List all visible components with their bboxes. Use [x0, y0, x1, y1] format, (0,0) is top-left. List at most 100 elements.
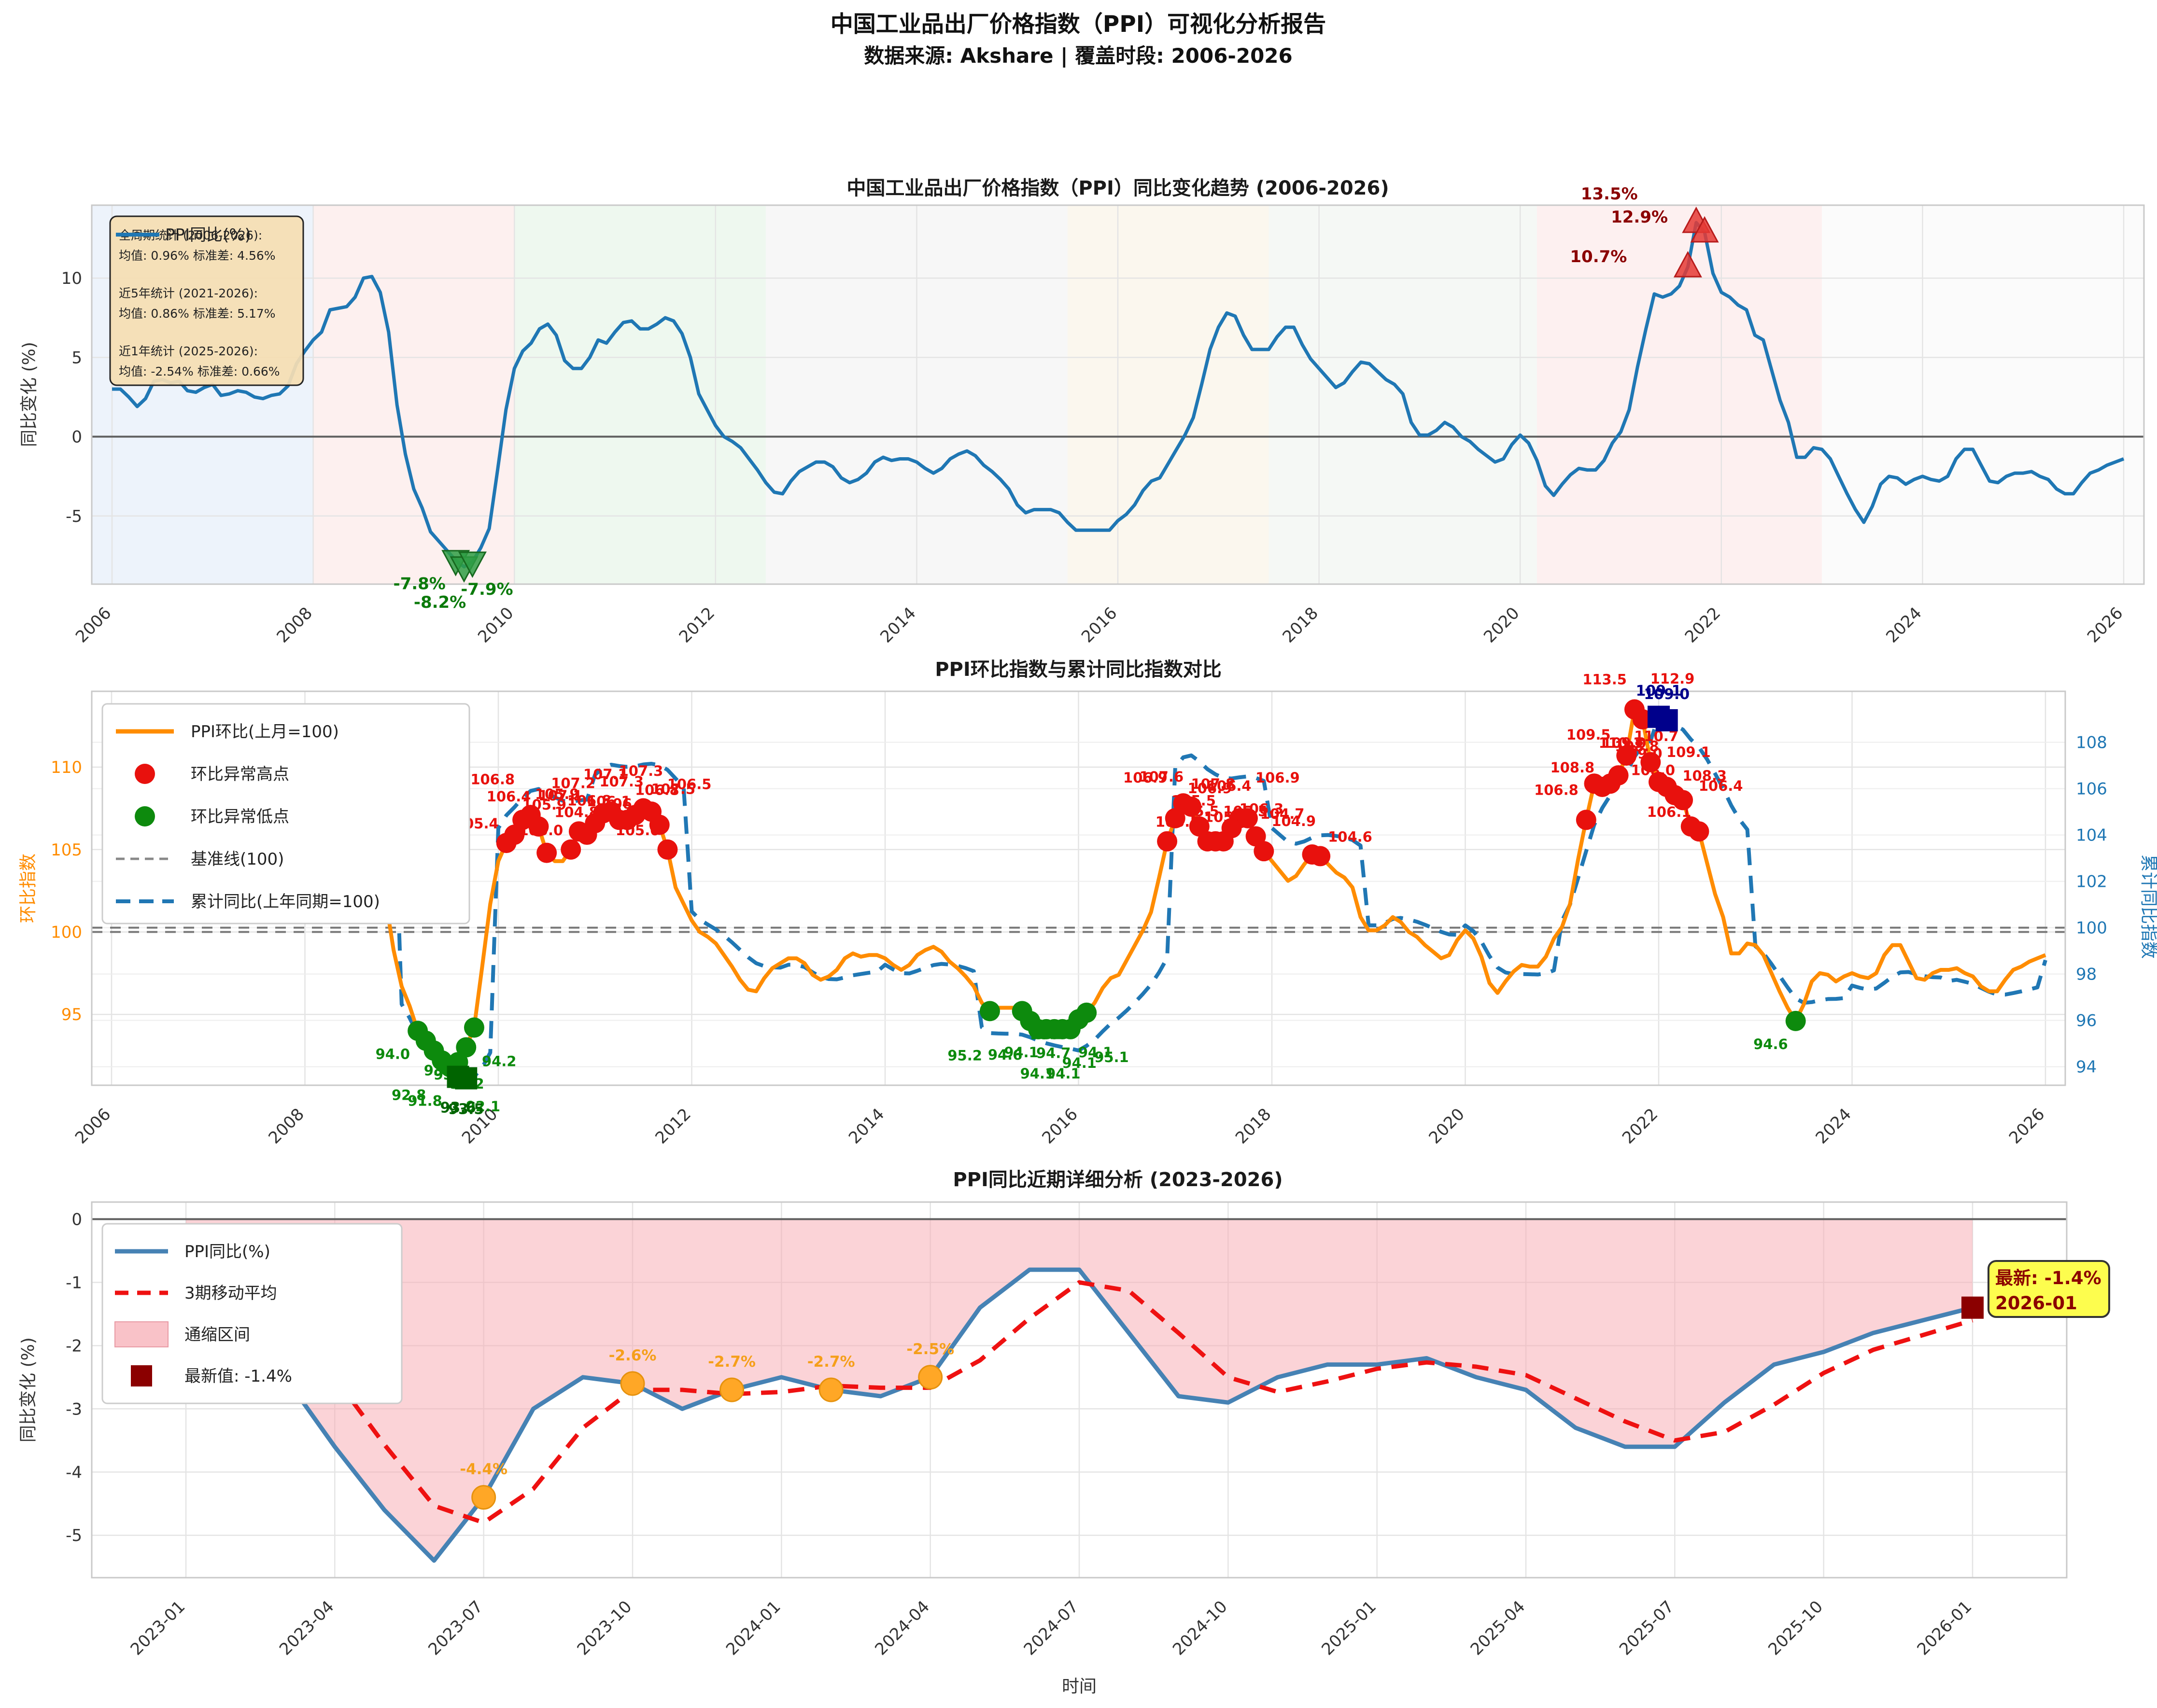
anomaly-low-label: 92.8 [392, 1087, 426, 1103]
anomaly-low-label: 94.1 [1004, 1044, 1039, 1061]
anomaly-high-dot [528, 816, 549, 837]
peak-marker-icon [1673, 251, 1702, 278]
x-tick-label: 2006 [72, 603, 115, 646]
latest-value-callout: 最新: -1.4% 2026-01 [1988, 1260, 2110, 1318]
x-tick-label: 2008 [265, 1105, 308, 1148]
background-band [514, 205, 766, 584]
anomaly-high-dot [1689, 821, 1709, 842]
anomaly-low-label: 94.0 [376, 1046, 410, 1062]
latest-box-line2: 2026-01 [1995, 1293, 2077, 1314]
legend-label-ma: 3期移动平均 [184, 1284, 277, 1303]
highlight-dot [620, 1371, 645, 1396]
anomaly-high-label: 109.5 [1566, 727, 1611, 743]
anomaly-high-label: 107.2 [551, 775, 595, 792]
anomaly-high-label: 105.5 [1156, 814, 1200, 830]
x-tick-label: 2006 [71, 1105, 114, 1148]
chart2-ylabel-right: 累计同比指数 [2139, 854, 2157, 959]
anomaly-low-label: 94.1 [1078, 1044, 1113, 1061]
x-tick-label: 2022 [1619, 1105, 1662, 1148]
anomaly-low-label: 94.1 [1046, 1065, 1081, 1082]
y-tick-label: -5 [66, 1526, 82, 1545]
x-tick-label: 2023-01 [127, 1597, 189, 1659]
x-tick-label: 2018 [1232, 1105, 1275, 1148]
anomaly-low-dot [1785, 1010, 1806, 1031]
anomaly-high-label: 106.1 [1647, 804, 1692, 820]
right-tick-label: 100 [2076, 919, 2107, 938]
latest-value-marker [1961, 1296, 1984, 1319]
stats-line: 均值: -2.54% 标准差: 0.66% [119, 364, 280, 378]
stats-line: 均值: 0.86% 标准差: 5.17% [119, 307, 276, 321]
anomaly-low-label: 94.1 [1062, 1055, 1097, 1071]
chart1-legend: PPI同比(%) [116, 225, 251, 245]
anomaly-high-label: 104.9 [1271, 813, 1316, 829]
highlight-label: -2.6% [609, 1347, 657, 1364]
chart3-ylabel: 同比变化 (%) [18, 1337, 38, 1442]
y-tick-label: 5 [71, 348, 82, 367]
plot-border [91, 1201, 2068, 1579]
anomaly-high-label: 106.5 [667, 776, 712, 793]
peak-annotation: 10.7% [1570, 247, 1627, 266]
anomaly-high-label: 106.4 [487, 788, 531, 805]
anomaly-high-label: 106.9 [1188, 780, 1232, 797]
legend-box [101, 1223, 403, 1404]
anomaly-high-label: 107.3 [599, 773, 644, 790]
legend-label-low: 环比异常低点 [191, 807, 289, 826]
anomaly-low-label: 94.7 [1036, 1045, 1071, 1061]
anomaly-high-dot [1254, 841, 1274, 862]
x-tick-label: 2026 [2084, 603, 2127, 646]
x-tick-label: 2024-04 [871, 1597, 933, 1659]
highlight-dot [918, 1365, 943, 1390]
anomaly-high-dot [1616, 745, 1637, 766]
trough-marker-icon [458, 551, 487, 578]
anomaly-high-dot [561, 839, 581, 860]
x-tick-label: 2024 [1882, 603, 1925, 646]
anomaly-low-dot [456, 1037, 477, 1058]
highlight-dot [719, 1377, 745, 1402]
y-tick-label: -1 [66, 1273, 82, 1292]
right-tick-label: 102 [2076, 872, 2107, 892]
legend-label-deflation: 通缩区间 [184, 1325, 250, 1344]
x-tick-label: 2026 [2005, 1105, 2048, 1148]
x-tick-label: 2012 [651, 1105, 694, 1148]
y-tick-label: -4 [66, 1463, 82, 1482]
anomaly-high-label: 107.1 [538, 787, 583, 804]
legend-label-latest: 最新值: -1.4% [184, 1367, 292, 1386]
anomaly-high-dot [1310, 846, 1331, 867]
y-tick-label: -3 [66, 1400, 82, 1419]
anomaly-high-dot [1673, 790, 1693, 811]
chart3-title: PPI同比近期详细分析 (2023-2026) [953, 1169, 1283, 1191]
y-tick-label: 0 [71, 428, 82, 447]
anomaly-high-dot [504, 825, 525, 845]
anomaly-high-label: 106.8 [1534, 782, 1579, 798]
right-tick-label: 104 [2076, 826, 2107, 845]
background-band [1067, 205, 1269, 584]
right-tick-label: 94 [2076, 1058, 2097, 1077]
cum-max-label: 109.1 [1636, 683, 1682, 700]
x-tick-label: 2016 [1038, 1105, 1081, 1148]
x-tick-label: 2020 [1480, 603, 1523, 646]
x-tick-label: 2020 [1425, 1105, 1468, 1148]
legend-label-recent: PPI同比(%) [184, 1242, 270, 1261]
anomaly-low-label: 94.6 [988, 1047, 1023, 1063]
x-tick-label: 2016 [1078, 603, 1121, 646]
anomaly-high-label: 106.4 [1699, 778, 1743, 794]
chart2-ylabel-left: 环比指数 [18, 854, 38, 923]
latest-box-bg [1988, 1260, 2110, 1318]
anomaly-high-dot [1576, 810, 1596, 830]
anomaly-low-label: 94.6 [1753, 1036, 1788, 1052]
anomaly-high-label: 105.0 [616, 822, 660, 839]
x-tick-label: 2025-10 [1764, 1597, 1827, 1659]
anomaly-high-label: 108.3 [1682, 768, 1727, 784]
anomaly-high-label: 107.5 [651, 781, 695, 797]
x-tick-label: 2008 [273, 603, 316, 646]
x-tick-label: 2010 [474, 603, 517, 646]
anomaly-low-label: 94.1 [1020, 1065, 1055, 1082]
anomaly-high-label: 104.6 [1328, 828, 1372, 845]
anomaly-high-dot [1245, 826, 1266, 847]
cum-min-label: 93.6 [440, 1100, 476, 1117]
x-tick-label: 2022 [1681, 603, 1724, 646]
latest-box-line1: 最新: -1.4% [1995, 1268, 2101, 1288]
right-tick-label: 108 [2076, 733, 2107, 753]
